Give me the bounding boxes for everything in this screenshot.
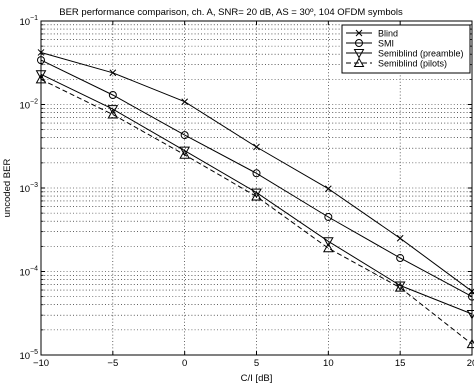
marker-triangle-down [322, 237, 334, 247]
marker-circle [108, 90, 117, 99]
marker-x [181, 98, 189, 106]
marker-triangle-down [179, 146, 191, 157]
marker-circle [396, 254, 405, 263]
marker-x-stroke [109, 69, 117, 77]
marker-x-stroke [396, 234, 404, 242]
marker-circle [252, 169, 261, 178]
x-tick-label: −5 [107, 358, 118, 369]
series-line [40, 59, 473, 298]
x-tick-label: 0 [182, 358, 187, 369]
marker-x [109, 69, 117, 77]
marker-triangle-up [353, 57, 365, 67]
x-tick-label: 15 [395, 358, 406, 369]
marker-triangle-up [394, 282, 406, 292]
marker-x-stroke [253, 143, 260, 151]
marker-x-stroke [324, 185, 332, 193]
y-tick-label: 10−1 [19, 15, 38, 28]
marker-circle [355, 39, 363, 47]
y-axis-label: uncoded BER [2, 159, 13, 218]
legend-label: Semiblind (preamble) [378, 49, 464, 59]
x-tick-label: 5 [254, 358, 259, 369]
legend-label: Semiblind (pilots) [378, 59, 447, 69]
axes: −10 −5 0 5 10 15 20 10−5 10−4 10−3 10−2 10−1 [19, 15, 474, 369]
marker-circle [180, 131, 189, 140]
x-axis-label: C/I [dB] [241, 373, 273, 384]
marker-triangle-up [107, 108, 119, 119]
marker-x [355, 29, 363, 37]
marker-triangle-up [322, 242, 334, 253]
marker-triangle-down [466, 309, 474, 320]
marker-x [253, 143, 260, 151]
series-smi [37, 56, 474, 301]
marker-triangle-down [251, 188, 262, 199]
marker-triangle-up [179, 149, 191, 159]
chart-title: BER performance comparison, ch. A, SNR= … [59, 7, 403, 18]
marker-x-stroke [181, 98, 189, 106]
marker-x [324, 185, 332, 193]
y-tick-label: 10−3 [19, 182, 38, 195]
legend-label: SMI [378, 39, 394, 49]
x-tick-label: −10 [33, 358, 49, 369]
series-semiblind-pilots [35, 73, 474, 349]
legend-label: Blind [378, 29, 398, 39]
marker-triangle-down [107, 105, 119, 115]
marker-circle [324, 212, 333, 221]
series-lines [35, 49, 474, 349]
marker-x-stroke [355, 29, 363, 37]
marker-triangle-down [394, 281, 406, 292]
y-tick-label: 10−2 [19, 99, 38, 112]
x-tick-label: 20 [467, 358, 474, 369]
series-blind [37, 49, 474, 295]
marker-triangle-up [251, 191, 262, 201]
y-tick-label: 10−4 [19, 266, 38, 279]
marker-x [396, 234, 404, 242]
y-tick-label: 10−5 [19, 349, 38, 362]
marker-triangle-down [353, 49, 365, 59]
x-tick-label: 10 [323, 358, 334, 369]
series-line [40, 78, 473, 345]
